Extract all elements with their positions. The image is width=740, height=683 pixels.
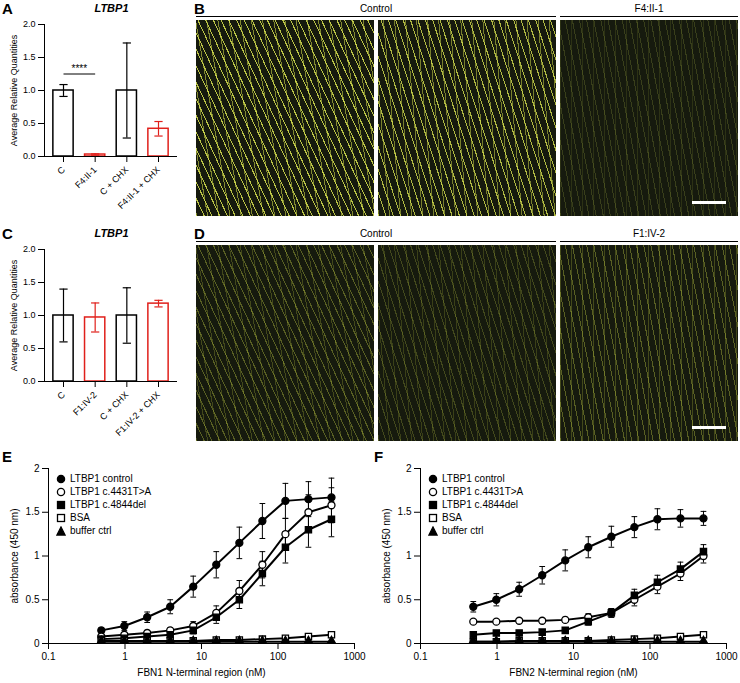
svg-text:FBN2 N-terminal region (nM): FBN2 N-terminal region (nM) — [509, 667, 637, 678]
html-text:A: A — [2, 0, 13, 17]
svg-text:Average Relative Quantities: Average Relative Quantities — [9, 34, 19, 146]
svg-text:FBN1 N-terminal region (nM): FBN1 N-terminal region (nM) — [137, 667, 265, 678]
svg-text:1.5: 1.5 — [23, 277, 36, 287]
svg-text:1.0: 1.0 — [23, 85, 36, 95]
html-text:LTBP1 c.4844del: LTBP1 c.4844del — [442, 499, 518, 510]
html-text:BSA: BSA — [70, 512, 90, 523]
html-text:F1:IV-2: F1:IV-2 — [632, 228, 666, 239]
svg-text:2: 2 — [406, 463, 412, 474]
svg-text:10: 10 — [196, 651, 208, 662]
html-text:buffer ctrl: buffer ctrl — [442, 525, 484, 536]
html-text:BSA: BSA — [442, 512, 462, 523]
html-text:Control: Control — [359, 228, 393, 239]
svg-text:2.0: 2.0 — [23, 19, 36, 29]
svg-text:0.5: 0.5 — [398, 594, 412, 605]
html-text:LTBP1 control: LTBP1 control — [442, 473, 505, 484]
svg-text:1.5: 1.5 — [398, 506, 412, 517]
svg-text:absorbance (450 nm): absorbance (450 nm) — [9, 508, 20, 603]
html-text:C: C — [2, 225, 13, 242]
html-text:LTBP1 c.4844del: LTBP1 c.4844del — [70, 499, 146, 510]
html-text:Control: Control — [359, 3, 393, 14]
svg-text:F4:II-1: F4:II-1 — [73, 165, 98, 190]
svg-text:****: **** — [72, 63, 88, 74]
svg-text:1: 1 — [122, 651, 128, 662]
svg-text:10: 10 — [568, 651, 580, 662]
svg-text:1.0: 1.0 — [23, 310, 36, 320]
svg-text:F1:IV-2 + CHX: F1:IV-2 + CHX — [114, 390, 162, 438]
html-text:buffer ctrl: buffer ctrl — [70, 525, 112, 536]
svg-text:1: 1 — [34, 550, 40, 561]
svg-text:0.5: 0.5 — [26, 594, 40, 605]
svg-text:0.1: 0.1 — [414, 651, 428, 662]
svg-text:C + CHX: C + CHX — [98, 390, 130, 422]
svg-text:1000: 1000 — [715, 651, 738, 662]
html-text:LTBP1: LTBP1 — [94, 227, 129, 239]
svg-text:0.5: 0.5 — [23, 118, 36, 128]
svg-text:2.0: 2.0 — [23, 244, 36, 254]
svg-text:Average Relative Quantities: Average Relative Quantities — [9, 259, 19, 371]
svg-text:1: 1 — [494, 651, 500, 662]
svg-text:100: 100 — [270, 651, 287, 662]
html-text:E: E — [2, 448, 12, 465]
svg-text:2: 2 — [34, 463, 40, 474]
svg-text:100: 100 — [642, 651, 659, 662]
svg-text:0.1: 0.1 — [42, 651, 56, 662]
html-text:D: D — [194, 225, 205, 242]
html-text:B: B — [194, 0, 205, 17]
svg-text:absorbance (450 nm): absorbance (450 nm) — [381, 508, 392, 603]
html-text:F4:II-1: F4:II-1 — [634, 3, 664, 14]
html-text:F: F — [374, 448, 384, 465]
svg-text:F1:IV-2: F1:IV-2 — [71, 390, 99, 418]
svg-text:C + CHX: C + CHX — [98, 165, 130, 197]
svg-text:0.0: 0.0 — [23, 151, 36, 161]
svg-text:0: 0 — [34, 638, 40, 649]
html-text:LTBP1 c.4431T>A: LTBP1 c.4431T>A — [442, 486, 524, 497]
svg-text:1.5: 1.5 — [23, 52, 36, 62]
svg-text:C: C — [55, 164, 67, 176]
html-text:LTBP1 c.4431T>A: LTBP1 c.4431T>A — [70, 486, 152, 497]
svg-text:1.5: 1.5 — [26, 506, 40, 517]
svg-text:F4:II-1 + CHX: F4:II-1 + CHX — [116, 165, 162, 211]
html-text:LTBP1 control: LTBP1 control — [70, 473, 133, 484]
html-text:LTBP1: LTBP1 — [94, 2, 129, 14]
svg-text:1000: 1000 — [343, 651, 366, 662]
svg-text:0.0: 0.0 — [23, 376, 36, 386]
svg-text:0.5: 0.5 — [23, 343, 36, 353]
svg-text:C: C — [55, 389, 67, 401]
svg-text:1: 1 — [406, 550, 412, 561]
svg-text:0: 0 — [406, 638, 412, 649]
